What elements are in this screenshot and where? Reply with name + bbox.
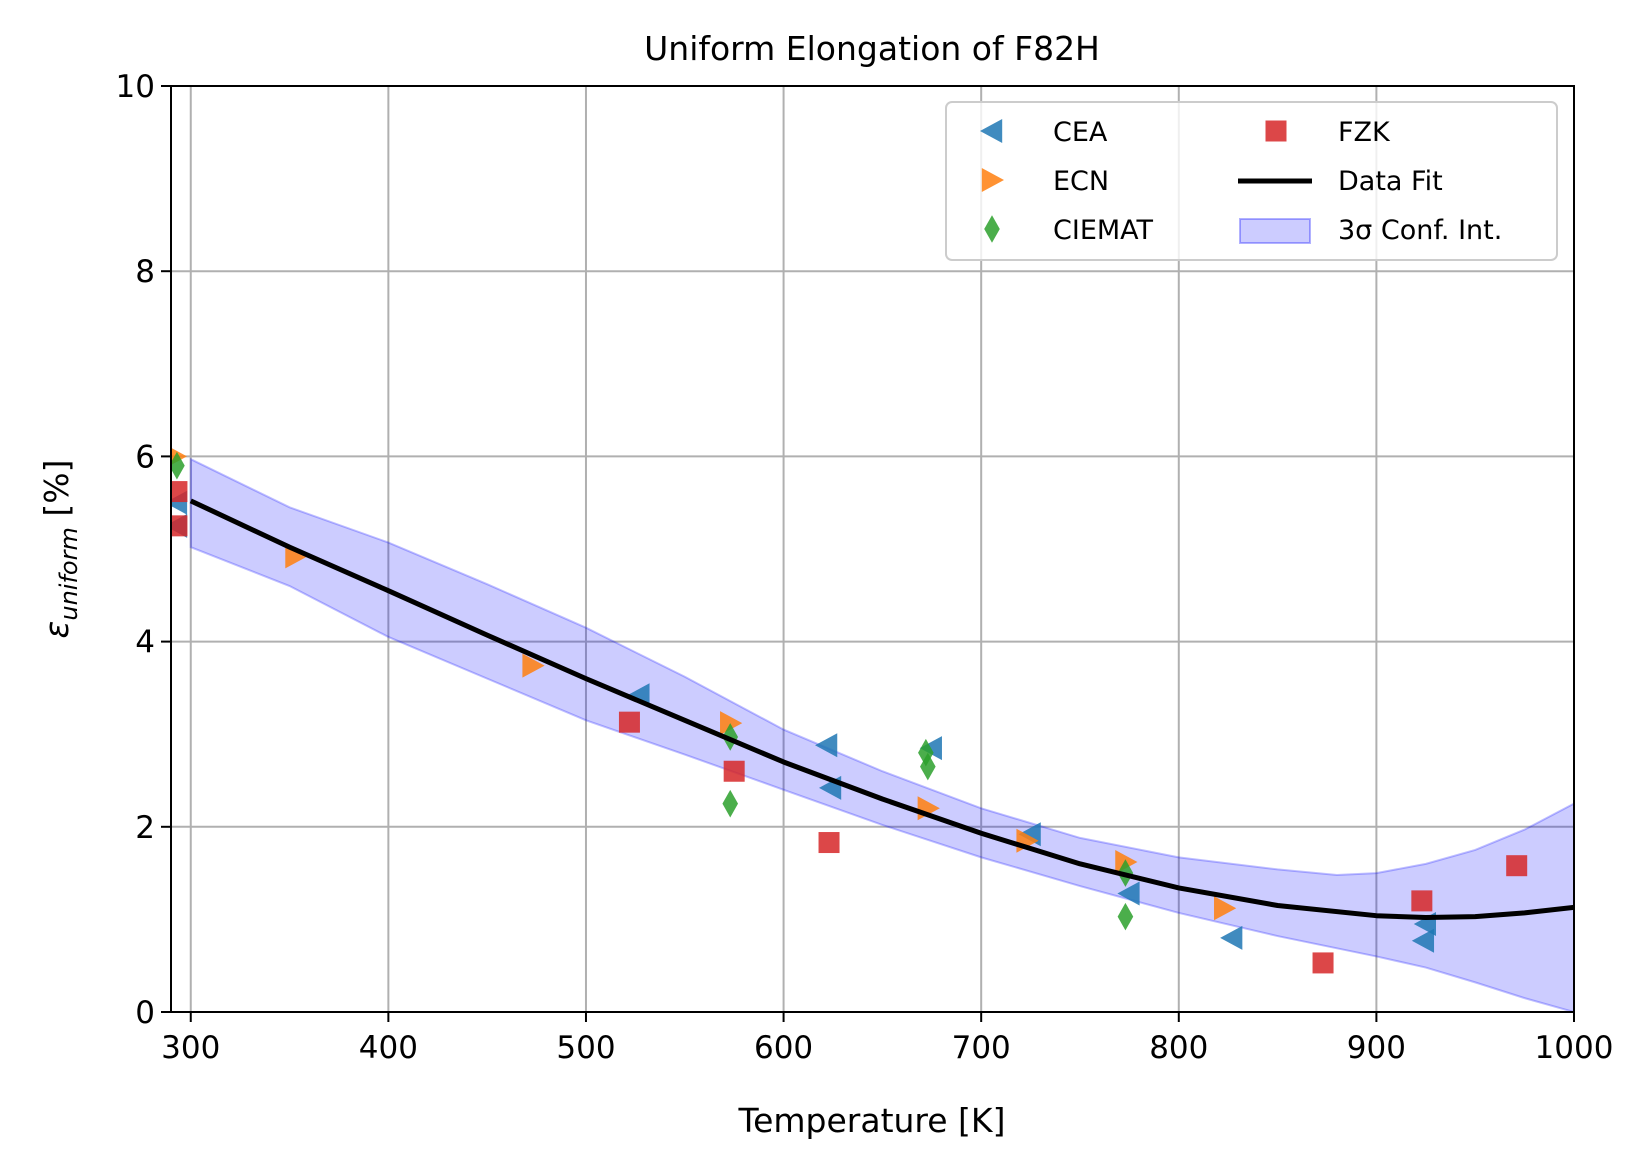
x-tick-label: 700 <box>952 1030 1011 1066</box>
y-axis-label-unit: [%] <box>37 460 76 528</box>
x-axis: 300 400 500 600 700 800 900 1000 <box>161 1012 1613 1066</box>
legend-marker-fzk <box>1265 120 1287 142</box>
legend-label-fzk: FZK <box>1338 117 1391 148</box>
data-point-ciemat <box>1117 902 1134 931</box>
legend: CEA ECN CIEMAT FZK Data Fit 3σ Conf. Int. <box>945 101 1558 261</box>
fit-line <box>189 498 1574 921</box>
x-tick-label: 600 <box>754 1030 813 1066</box>
legend-marker-ciemat <box>984 215 1000 243</box>
data-point-fzk <box>171 481 188 503</box>
data-point-cea <box>1411 928 1435 953</box>
x-tick-label: 1000 <box>1535 1030 1614 1066</box>
x-axis-label: Temperature [K] <box>738 1101 1006 1140</box>
legend-marker-cea <box>980 119 1003 143</box>
data-point-ciemat <box>171 451 185 480</box>
data-point-fzk <box>723 760 745 782</box>
y-tick-label: 8 <box>135 254 155 290</box>
legend-label-fit: Data Fit <box>1338 166 1443 197</box>
data-point-fzk <box>171 515 188 537</box>
legend-label-cea: CEA <box>1053 117 1108 148</box>
y-tick-label: 0 <box>135 995 155 1031</box>
legend-label-band: 3σ Conf. Int. <box>1338 215 1502 246</box>
legend-label-ecn: ECN <box>1053 166 1109 197</box>
y-tick-label: 2 <box>135 810 155 846</box>
data-point-cea <box>815 733 838 758</box>
data-point-ecn <box>1214 896 1237 921</box>
data-point-ciemat <box>920 752 936 781</box>
data-point-ciemat <box>722 789 739 818</box>
legend-label-ciemat: CIEMAT <box>1053 215 1154 246</box>
confidence-band <box>189 457 1574 1012</box>
data-point-cea <box>1220 925 1243 950</box>
x-tick-label: 900 <box>1347 1030 1406 1066</box>
y-axis: 0 2 4 6 8 10 <box>116 69 171 1031</box>
y-tick-label: 6 <box>135 439 155 475</box>
legend-marker-band <box>1239 218 1311 244</box>
x-tick-label: 500 <box>556 1030 615 1066</box>
data-point-fzk <box>818 832 840 854</box>
confidence-band-layer <box>189 457 1574 1012</box>
data-point-ecn <box>522 653 545 678</box>
y-axis-label-subscript: uniform <box>55 527 83 620</box>
x-tick-label: 400 <box>359 1030 418 1066</box>
data-point-fzk <box>1506 855 1528 877</box>
legend-marker-ecn <box>981 168 1004 192</box>
chart-title: Uniform Elongation of F82H <box>644 29 1100 68</box>
x-tick-label: 800 <box>1149 1030 1208 1066</box>
y-axis-label: εuniform [%] <box>37 460 83 639</box>
data-point-fzk <box>1312 952 1334 974</box>
data-point-fzk <box>618 711 640 733</box>
plot-frame <box>170 85 1575 1013</box>
data-point-ecn <box>720 711 743 736</box>
data-points-layer <box>171 447 1528 974</box>
y-tick-label: 4 <box>135 625 155 661</box>
data-point-ciemat <box>918 738 934 767</box>
y-axis-label-symbol: ε <box>37 621 76 639</box>
data-point-fzk <box>1411 890 1433 912</box>
y-tick-label: 10 <box>116 69 155 105</box>
fit-line-layer <box>189 498 1574 921</box>
data-point-cea <box>1117 881 1140 906</box>
x-tick-label: 300 <box>161 1030 220 1066</box>
